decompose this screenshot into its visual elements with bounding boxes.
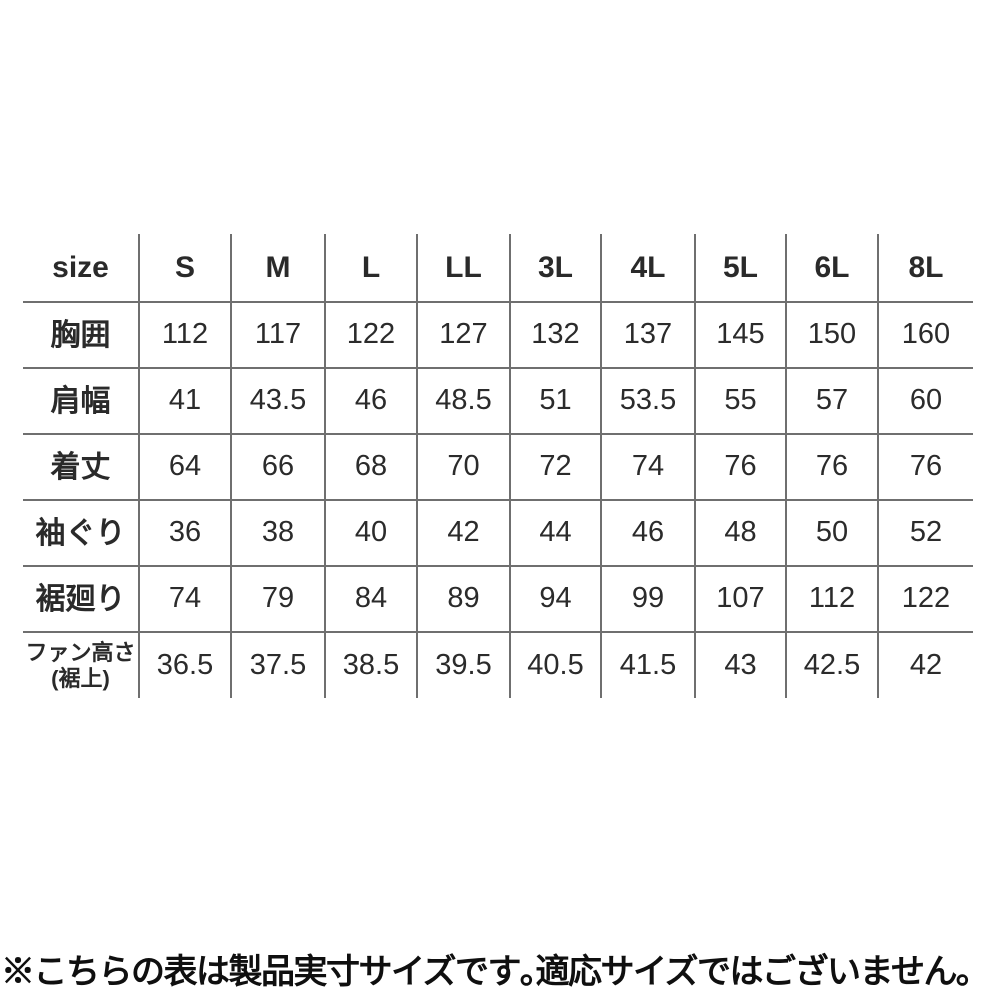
value-cell: 74 — [138, 565, 231, 632]
value-cell: 150 — [785, 301, 878, 368]
size-table: size S M L LL 3L 4L 5L 6L 8L 胸囲 112 117 … — [23, 234, 973, 698]
table-row-armhole: 袖ぐり 36 38 40 42 44 46 48 50 52 — [23, 499, 973, 566]
value-cell: 46 — [324, 367, 417, 434]
value-cell: 41 — [138, 367, 231, 434]
table-row-chest: 胸囲 112 117 122 127 132 137 145 150 160 — [23, 301, 973, 368]
value-cell: 40 — [324, 499, 417, 566]
value-cell: 72 — [509, 433, 601, 500]
value-cell: 48 — [694, 499, 786, 566]
value-cell: 40.5 — [509, 631, 601, 698]
value-cell: 76 — [694, 433, 786, 500]
value-cell: 42.5 — [785, 631, 878, 698]
row-label: 胸囲 — [23, 301, 139, 368]
value-cell: 68 — [324, 433, 417, 500]
value-cell: 89 — [416, 565, 510, 632]
value-cell: 57 — [785, 367, 878, 434]
value-cell: 112 — [138, 301, 231, 368]
value-cell: 43.5 — [230, 367, 325, 434]
value-cell: 117 — [230, 301, 325, 368]
header-cell-size: size — [52, 251, 109, 284]
value-cell: 94 — [509, 565, 601, 632]
value-cell: 127 — [416, 301, 510, 368]
value-cell: 52 — [877, 499, 973, 566]
value-cell: 60 — [877, 367, 973, 434]
table-row-length: 着丈 64 66 68 70 72 74 76 76 76 — [23, 433, 973, 500]
value-cell: 36.5 — [138, 631, 231, 698]
table-row-fan-height: ファン高さ (裾上) 36.5 37.5 38.5 39.5 40.5 41.5… — [23, 631, 973, 698]
table-row-hem: 裾廻り 74 79 84 89 94 99 107 112 122 — [23, 565, 973, 632]
header-cell-4l: 4L — [600, 234, 695, 302]
table-header-row: size S M L LL 3L 4L 5L 6L 8L — [23, 234, 973, 302]
value-cell: 64 — [138, 433, 231, 500]
value-cell: 39.5 — [416, 631, 510, 698]
value-cell: 145 — [694, 301, 786, 368]
value-cell: 36 — [138, 499, 231, 566]
header-cell-3l: 3L — [509, 234, 601, 302]
value-cell: 76 — [785, 433, 878, 500]
row-label: 裾廻り — [23, 565, 139, 632]
header-cell-l: L — [324, 234, 417, 302]
value-cell: 66 — [230, 433, 325, 500]
row-label: 袖ぐり — [23, 499, 139, 566]
value-cell: 42 — [416, 499, 510, 566]
value-cell: 160 — [877, 301, 973, 368]
value-cell: 107 — [694, 565, 786, 632]
value-cell: 55 — [694, 367, 786, 434]
value-cell: 44 — [509, 499, 601, 566]
value-cell: 70 — [416, 433, 510, 500]
value-cell: 99 — [600, 565, 695, 632]
value-cell: 42 — [877, 631, 973, 698]
header-cell-6l: 6L — [785, 234, 878, 302]
row-label: 着丈 — [23, 433, 139, 500]
value-cell: 122 — [877, 565, 973, 632]
header-cell-5l: 5L — [694, 234, 786, 302]
header-cell-s: S — [138, 234, 231, 302]
value-cell: 79 — [230, 565, 325, 632]
header-cell-8l: 8L — [877, 234, 973, 302]
value-cell: 132 — [509, 301, 601, 368]
value-cell: 38 — [230, 499, 325, 566]
value-cell: 112 — [785, 565, 878, 632]
header-cell-ll: LL — [416, 234, 510, 302]
value-cell: 122 — [324, 301, 417, 368]
value-cell: 53.5 — [600, 367, 695, 434]
value-cell: 38.5 — [324, 631, 417, 698]
value-cell: 37.5 — [230, 631, 325, 698]
value-cell: 51 — [509, 367, 601, 434]
row-label: 肩幅 — [23, 367, 139, 434]
value-cell: 41.5 — [600, 631, 695, 698]
value-cell: 43 — [694, 631, 786, 698]
table-row-shoulder: 肩幅 41 43.5 46 48.5 51 53.5 55 57 60 — [23, 367, 973, 434]
value-cell: 46 — [600, 499, 695, 566]
value-cell: 84 — [324, 565, 417, 632]
value-cell: 76 — [877, 433, 973, 500]
value-cell: 74 — [600, 433, 695, 500]
value-cell: 48.5 — [416, 367, 510, 434]
row-label: ファン高さ (裾上) — [23, 631, 139, 698]
value-cell: 50 — [785, 499, 878, 566]
header-cell-m: M — [230, 234, 325, 302]
footnote-text: ※こちらの表は製品実寸サイズです｡適応サイズではございません｡ — [1, 953, 973, 991]
value-cell: 137 — [600, 301, 695, 368]
